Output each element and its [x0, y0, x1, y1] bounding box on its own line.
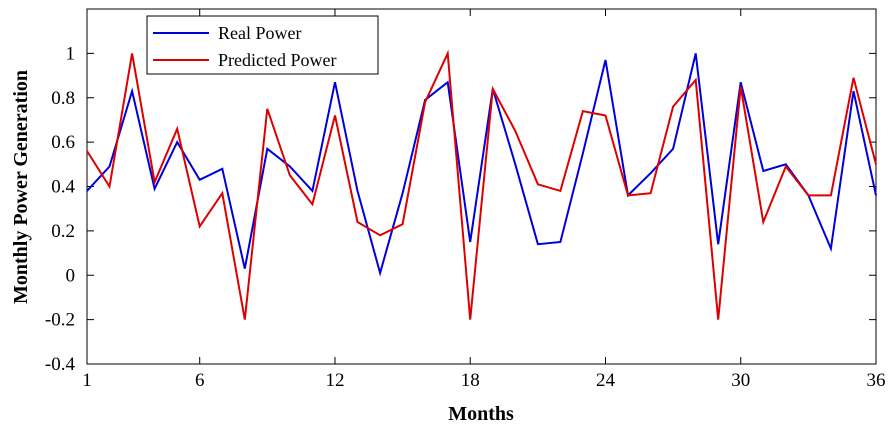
y-tick-label: 0.4: [51, 177, 75, 198]
series-line-real-power: [86, 53, 877, 277]
legend: Real Power Predicted Power: [146, 15, 379, 75]
x-tick-label: 6: [195, 370, 205, 391]
y-tick-label: -0.2: [45, 310, 75, 331]
x-tick-label: 30: [731, 370, 750, 391]
legend-box: [146, 15, 379, 75]
y-tick-label: 0: [66, 265, 76, 286]
y-tick-label: 0.8: [51, 88, 75, 109]
y-tick-label: -0.4: [45, 354, 76, 375]
y-axis-label: Monthly Power Generation: [10, 70, 32, 304]
x-tick-label: 1: [82, 370, 92, 391]
x-axis-label: Months: [448, 403, 514, 425]
ticks-group: [86, 9, 877, 365]
legend-label-real-power: Real Power: [218, 23, 301, 43]
series-line-predicted-power: [86, 49, 877, 320]
x-tick-label: 18: [461, 370, 480, 391]
x-tick-label: 12: [325, 370, 344, 391]
tick-labels-group: 1 6 12 18 24 30 36 -0.4 -0.2 0 0.2 0.4 0.6 0.8 1: [45, 43, 886, 391]
y-tick-label: 1: [66, 43, 76, 64]
x-tick-label: 24: [596, 370, 616, 391]
legend-label-predicted-power: Predicted Power: [218, 50, 336, 70]
x-tick-label: 36: [867, 370, 886, 391]
series-lines-group: [86, 49, 877, 320]
y-tick-label: 0.2: [51, 221, 75, 242]
y-tick-label: 0.6: [51, 132, 75, 153]
